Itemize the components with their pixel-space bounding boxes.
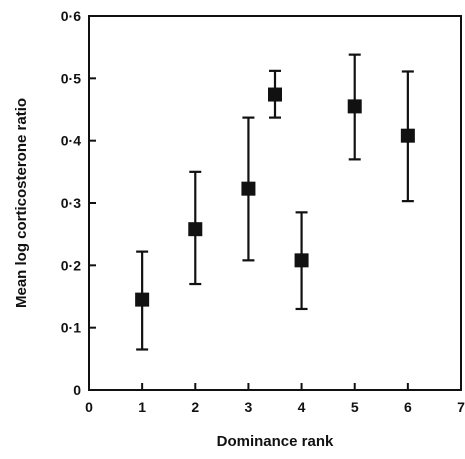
data-point-marker	[400, 128, 415, 143]
y-tick-label: 0·6	[61, 8, 81, 24]
data-points	[135, 53, 415, 351]
y-tick-label: 0·5	[61, 70, 81, 86]
x-tick-label: 1	[138, 399, 146, 415]
y-tick-label: 0·2	[61, 257, 81, 273]
y-axis-title: Mean log corticosterone ratio	[13, 98, 30, 308]
y-axis-ticks: 0 0·1 0·2 0·3 0·4 0·5 0·6	[61, 8, 96, 398]
data-point-marker	[188, 222, 203, 237]
y-tick-label: 0·4	[61, 133, 81, 149]
x-axis-title: Dominance rank	[217, 433, 334, 450]
data-point-marker	[241, 181, 256, 196]
y-tick-label: 0	[73, 382, 81, 398]
x-axis-ticks: 0 1 2 3 4 5 6 7	[85, 383, 465, 415]
x-tick-label: 5	[351, 399, 359, 415]
data-point-marker	[268, 87, 282, 102]
x-tick-label: 0	[85, 399, 93, 415]
x-tick-label: 7	[457, 399, 465, 415]
y-tick-label: 0·3	[61, 195, 81, 211]
y-tick-label: 0·1	[61, 320, 81, 336]
x-tick-label: 3	[245, 399, 253, 415]
data-point-marker	[347, 99, 362, 114]
x-tick-label: 6	[404, 399, 412, 415]
x-tick-label: 4	[298, 399, 306, 415]
x-tick-label: 2	[191, 399, 199, 415]
data-point-marker	[294, 253, 309, 268]
data-point-marker	[135, 292, 150, 307]
